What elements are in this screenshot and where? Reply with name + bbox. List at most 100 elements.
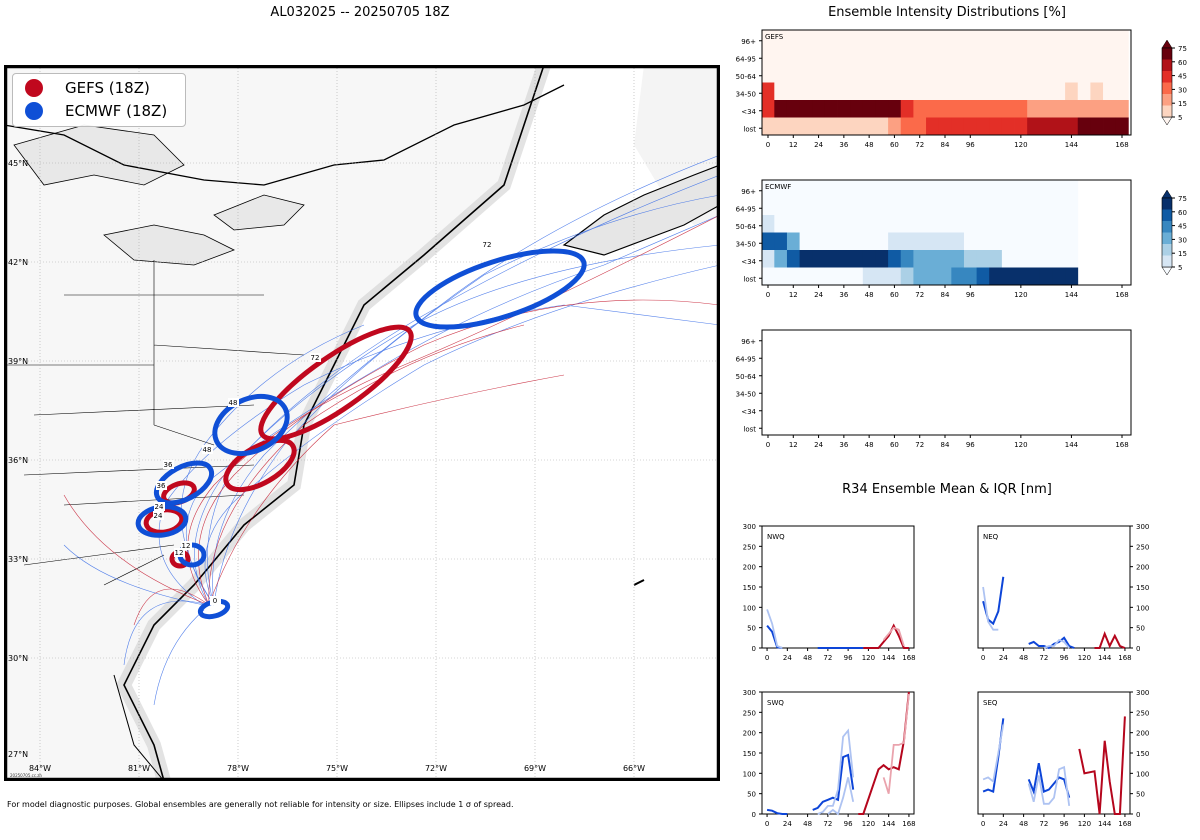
r34-series-line [1027, 765, 1071, 807]
heat-cell [799, 180, 813, 198]
heat-cell [951, 100, 965, 118]
heat-cell [938, 180, 952, 198]
heat-xlabel: 24 [814, 441, 823, 449]
heat-xlabel: 84 [941, 141, 950, 149]
heat-ylabel: lost [743, 125, 756, 133]
r34-ylabel: 100 [743, 604, 756, 612]
heat-cell [1039, 47, 1053, 66]
heat-cell [786, 232, 801, 251]
heat-cell [862, 267, 876, 286]
r34-ylabel: 150 [743, 750, 756, 758]
heat-cell [786, 117, 801, 136]
heat-cell [951, 180, 965, 198]
r34-series-line [982, 724, 1005, 784]
heat-cell [1090, 100, 1104, 118]
heat-cell [963, 117, 978, 136]
heat-cell [938, 232, 952, 251]
heat-cell [1014, 65, 1028, 83]
heat-cell [1077, 65, 1091, 83]
heat-cell [875, 82, 889, 101]
heat-cell [1052, 117, 1066, 136]
r34-series-line [812, 753, 855, 811]
r34-ylabel: 50 [1136, 625, 1145, 633]
heat-cell [976, 47, 990, 66]
heat-cell [786, 47, 801, 66]
heat-cell [786, 250, 801, 268]
heat-cell [963, 30, 978, 48]
heat-cell [1052, 250, 1066, 268]
heat-cell [1115, 47, 1129, 66]
heat-cell [976, 30, 990, 48]
heat-cell [812, 232, 826, 251]
heat-cell [1001, 267, 1015, 286]
heat-cell [850, 30, 864, 48]
heat-cell [888, 232, 902, 251]
heat-cell [1039, 215, 1053, 233]
heat-cell [1052, 47, 1066, 66]
heat-cell [1027, 250, 1041, 268]
heat-cell [812, 65, 826, 83]
heat-cell [862, 117, 876, 136]
heat-cell [774, 30, 788, 48]
heat-cell [862, 197, 876, 216]
heat-cell [1052, 100, 1066, 118]
r34-nwq: NWQ 300 250 200 150 100 50 0 0 24 48 72 96 120 144 168 [743, 523, 916, 662]
heat-cell [963, 82, 978, 101]
colorbar-swatch [1162, 221, 1172, 233]
heat-xlabel: 48 [865, 141, 874, 149]
r34-series-line [882, 693, 910, 794]
heat-cell [1027, 47, 1041, 66]
heat-cell [1001, 232, 1015, 251]
heat-cell [926, 232, 940, 251]
heat-cell [812, 180, 826, 198]
heat-cell [1039, 180, 1053, 198]
heat-cell [913, 117, 927, 136]
heat-cell [1039, 82, 1053, 101]
r34-ylabel: 250 [1136, 709, 1149, 717]
heat-cell [850, 180, 864, 198]
heat-cell [799, 82, 813, 101]
heat-cell [1052, 267, 1066, 286]
heat-cell [900, 180, 914, 198]
heat-cell [1052, 197, 1066, 216]
colorbar-swatch [1162, 209, 1172, 221]
heat-cell [976, 180, 990, 198]
heat-cell [1014, 250, 1028, 268]
heat-xlabel: 168 [1115, 291, 1128, 299]
lat-label: 27°N [8, 750, 28, 759]
heat-cell [1014, 180, 1028, 198]
heat-ylabel: 50-64 [736, 223, 757, 231]
heat-ylabel: 34-50 [736, 390, 756, 398]
heat-xlabel: 0 [766, 291, 770, 299]
heat-cell [926, 267, 940, 286]
heat-cell [850, 267, 864, 286]
heat-xlabel: 24 [814, 291, 823, 299]
heat-cell [913, 250, 927, 268]
heat-xlabel: 60 [890, 291, 899, 299]
heat-cell [989, 100, 1003, 118]
r34-ylabel: 200 [1136, 730, 1149, 738]
heat-cell [837, 232, 851, 251]
heat-ylabel: <34 [741, 258, 756, 266]
heat-cell [1065, 82, 1079, 101]
intensity-panels: GEFS 96+ 64-95 50-64 34-50 <34 lost 0 12 24 36 48 60… [736, 29, 1187, 449]
heat-ylabel: 64-95 [736, 355, 756, 363]
ecmwf-label-72: 72 [483, 241, 492, 249]
r34-xlabel: 24 [999, 820, 1008, 828]
heat-cell [862, 82, 876, 101]
heat-cell [786, 82, 801, 101]
heat-cell [951, 82, 965, 101]
heat-xlabel: 144 [1065, 141, 1079, 149]
colorbar-swatch [1162, 48, 1172, 60]
heat-cell [888, 250, 902, 268]
gefs-label-36: 36 [157, 482, 166, 490]
r34-ylabel: 100 [743, 770, 756, 778]
heat-cell [926, 197, 940, 216]
heat-cell [875, 47, 889, 66]
heat-cell [1115, 30, 1129, 48]
colorbar-label: 45 [1178, 73, 1187, 81]
heat-cell [1027, 180, 1041, 198]
heat-cell [850, 117, 864, 136]
heat-panel-label: ECMWF [765, 183, 791, 191]
heat-cell [812, 250, 826, 268]
